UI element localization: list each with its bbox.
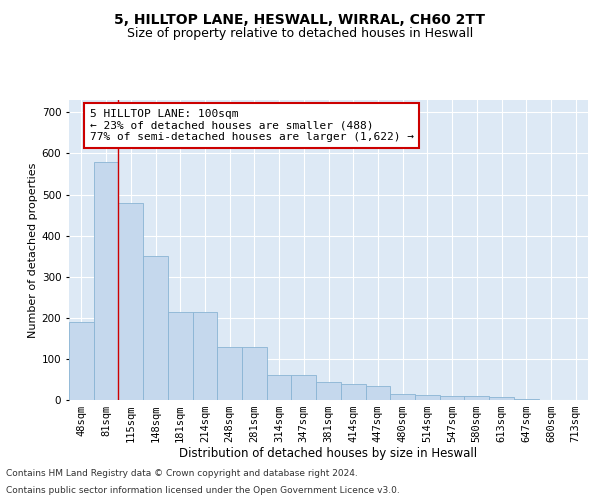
Bar — [217, 346, 242, 400]
Bar — [390, 394, 415, 400]
Bar — [242, 346, 267, 400]
Y-axis label: Number of detached properties: Number of detached properties — [28, 162, 38, 338]
Text: 5 HILLTOP LANE: 100sqm
← 23% of detached houses are smaller (488)
77% of semi-de: 5 HILLTOP LANE: 100sqm ← 23% of detached… — [90, 109, 414, 142]
Bar — [365, 386, 390, 400]
Bar — [267, 374, 292, 400]
Bar — [415, 395, 440, 400]
Text: Size of property relative to detached houses in Heswall: Size of property relative to detached ho… — [127, 28, 473, 40]
Text: 5, HILLTOP LANE, HESWALL, WIRRAL, CH60 2TT: 5, HILLTOP LANE, HESWALL, WIRRAL, CH60 2… — [115, 12, 485, 26]
X-axis label: Distribution of detached houses by size in Heswall: Distribution of detached houses by size … — [179, 446, 478, 460]
Bar — [168, 312, 193, 400]
Bar — [292, 374, 316, 400]
Bar — [514, 399, 539, 400]
Bar — [464, 396, 489, 400]
Bar — [193, 312, 217, 400]
Text: Contains public sector information licensed under the Open Government Licence v3: Contains public sector information licen… — [6, 486, 400, 495]
Bar — [316, 382, 341, 400]
Bar — [341, 384, 365, 400]
Text: Contains HM Land Registry data © Crown copyright and database right 2024.: Contains HM Land Registry data © Crown c… — [6, 468, 358, 477]
Bar — [143, 256, 168, 400]
Bar — [118, 202, 143, 400]
Bar — [69, 322, 94, 400]
Bar — [489, 397, 514, 400]
Bar — [94, 162, 118, 400]
Bar — [440, 396, 464, 400]
